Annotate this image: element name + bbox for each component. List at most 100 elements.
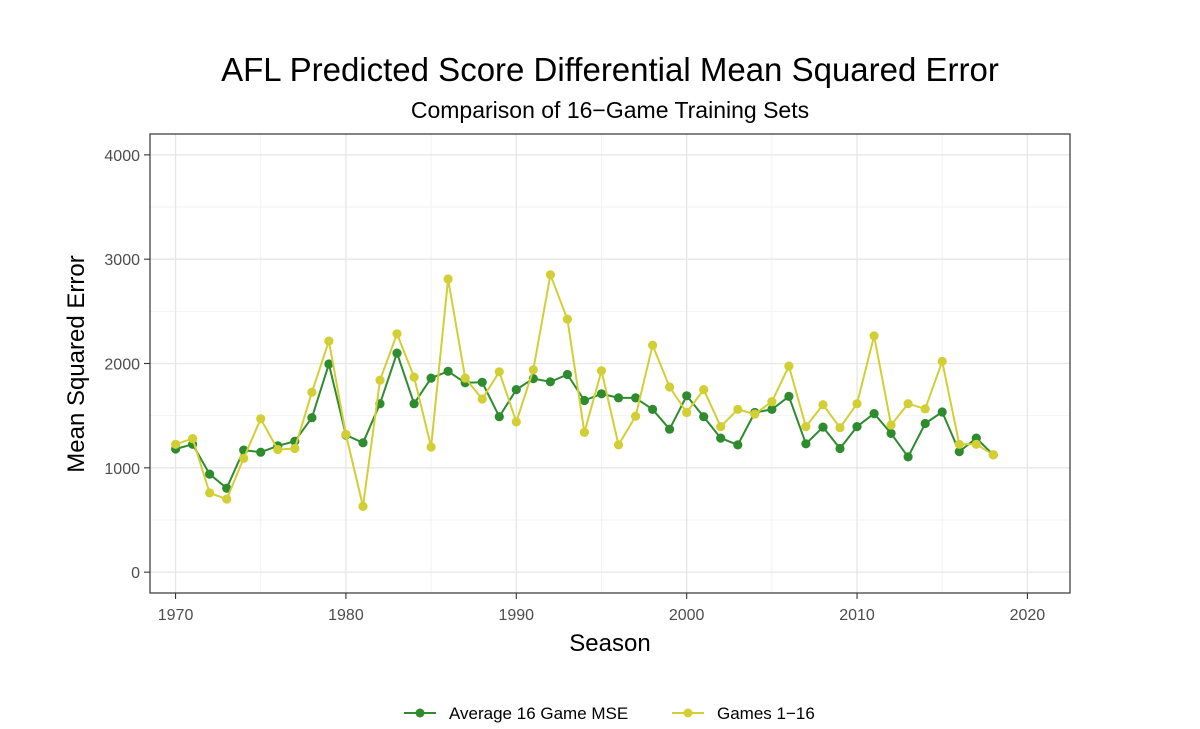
data-point — [937, 356, 947, 366]
data-point — [869, 409, 879, 419]
data-point — [511, 417, 521, 427]
data-point — [443, 366, 453, 376]
data-point — [579, 395, 590, 406]
data-point — [222, 494, 232, 504]
legend: Average 16 Game MSE Games 1−16 — [404, 704, 815, 723]
data-point — [648, 404, 658, 414]
data-point — [613, 393, 624, 403]
data-point — [767, 397, 777, 407]
legend-label-average: Average 16 Game MSE — [449, 704, 628, 723]
data-point — [733, 440, 743, 450]
data-point — [528, 365, 538, 375]
data-point — [750, 409, 760, 419]
data-point — [477, 377, 487, 387]
legend-item-average: Average 16 Game MSE — [404, 704, 628, 723]
data-point — [324, 336, 334, 346]
x-tick-label: 1970 — [158, 607, 194, 624]
y-tick-label: 1000 — [104, 461, 140, 478]
y-axis: 0 1000 2000 3000 4000 — [104, 148, 150, 582]
data-point — [971, 439, 981, 449]
data-point — [205, 488, 215, 498]
data-point — [699, 385, 709, 395]
data-point — [784, 361, 794, 371]
data-point — [886, 428, 896, 438]
data-point — [903, 452, 913, 462]
data-point — [699, 412, 709, 422]
chart-subtitle: Comparison of 16−Game Training Sets — [411, 97, 809, 123]
data-point — [205, 469, 215, 479]
data-point — [716, 433, 726, 443]
data-point — [733, 404, 743, 414]
series-line — [175, 273, 994, 508]
series-average-16-game-mse — [171, 348, 998, 493]
data-point — [307, 413, 317, 423]
data-point — [682, 391, 692, 401]
data-point — [494, 412, 504, 422]
data-point — [426, 442, 436, 452]
data-point — [477, 394, 487, 404]
data-point — [375, 375, 385, 385]
data-point — [869, 331, 879, 341]
data-point — [648, 340, 658, 350]
data-point — [409, 372, 419, 382]
data-point — [307, 387, 317, 397]
data-point — [818, 422, 828, 432]
data-point — [341, 429, 351, 439]
legend-item-games: Games 1−16 — [672, 704, 815, 723]
data-point — [409, 399, 419, 409]
data-point — [545, 377, 556, 387]
data-point — [920, 404, 930, 414]
data-point — [613, 440, 624, 450]
data-point — [852, 422, 862, 432]
data-point — [801, 439, 811, 449]
major-gridlines — [150, 134, 1070, 593]
data-point — [511, 385, 521, 395]
data-point — [835, 423, 845, 433]
data-point — [716, 422, 726, 432]
chart-title: AFL Predicted Score Differential Mean Sq… — [221, 51, 999, 88]
data-point — [835, 443, 845, 454]
data-point — [954, 439, 964, 449]
legend-key-dot-average — [415, 708, 425, 718]
data-point — [631, 411, 641, 421]
data-point — [954, 447, 964, 457]
data-point — [886, 420, 896, 430]
data-point — [784, 391, 794, 401]
y-tick-label: 2000 — [104, 357, 140, 374]
data-point — [920, 418, 930, 429]
data-point — [852, 399, 862, 409]
data-point — [631, 393, 641, 403]
data-point — [596, 389, 607, 399]
x-axis-title: Season — [569, 630, 650, 657]
data-point — [596, 366, 607, 376]
x-tick-label: 2010 — [839, 607, 875, 624]
data-point — [256, 414, 266, 424]
data-point — [188, 434, 198, 444]
data-point — [562, 369, 573, 380]
data-point — [256, 447, 266, 457]
data-point — [579, 427, 590, 437]
y-tick-label: 0 — [131, 565, 140, 582]
x-tick-label: 1990 — [498, 607, 534, 624]
y-tick-label: 4000 — [104, 148, 140, 165]
data-point — [818, 400, 828, 410]
data-point — [324, 359, 334, 369]
data-point — [460, 373, 470, 383]
x-tick-label: 1980 — [328, 607, 364, 624]
legend-label-games: Games 1−16 — [717, 704, 815, 723]
series-layer — [171, 270, 998, 511]
data-point — [988, 450, 998, 460]
series-games-1-16 — [171, 270, 998, 511]
data-point — [392, 329, 402, 339]
data-point — [273, 445, 283, 455]
data-point — [392, 348, 402, 358]
data-point — [937, 407, 947, 417]
data-point — [562, 314, 573, 324]
data-point — [665, 424, 675, 434]
data-point — [494, 367, 504, 377]
data-point — [239, 453, 249, 463]
legend-key-dot-games — [683, 708, 693, 718]
data-point — [903, 399, 913, 409]
data-point — [665, 382, 675, 392]
